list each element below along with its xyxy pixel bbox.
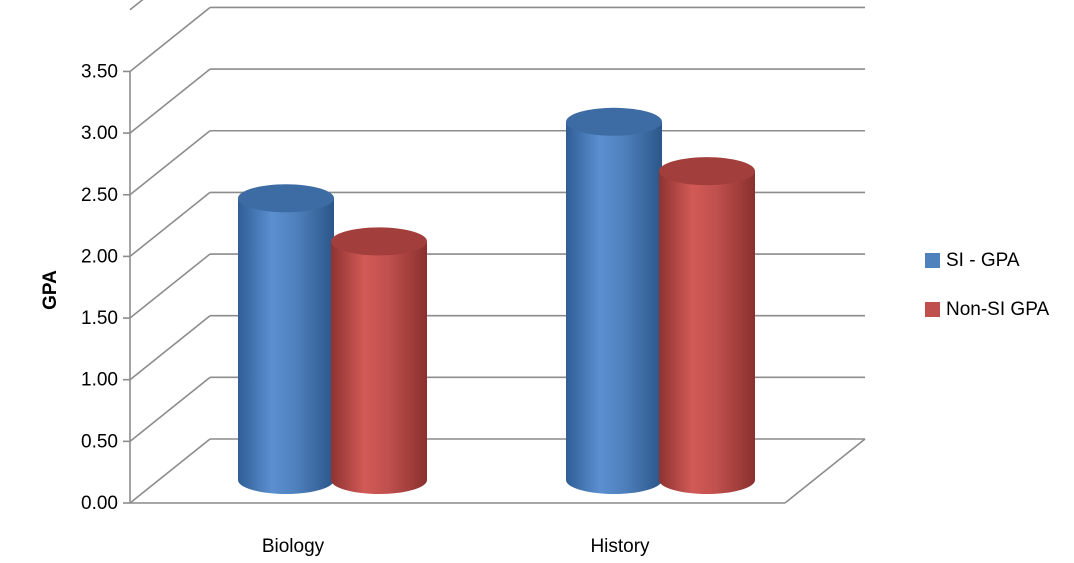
y-tick-labels: 0.00 0.50 1.00 1.50 2.00 2.50 3.00 3.50 xyxy=(81,61,118,514)
x-category-label: Biology xyxy=(262,536,325,557)
bar-non-si-gpa-biology xyxy=(331,227,427,494)
legend-swatch xyxy=(925,302,940,317)
gridline xyxy=(129,0,144,11)
x-category-labels: Biology History xyxy=(262,536,650,557)
legend-label: SI - GPA xyxy=(946,250,1020,271)
bar-si-gpa-biology xyxy=(238,184,334,494)
legend-item: SI - GPA xyxy=(925,250,1020,271)
y-tick-label: 3.50 xyxy=(81,61,118,82)
legend-label: Non-SI GPA xyxy=(946,299,1049,320)
y-tick-label: 2.00 xyxy=(81,246,118,267)
axes xyxy=(123,70,866,504)
bar-non-si-gpa-history xyxy=(659,157,755,494)
gridline xyxy=(129,6,865,73)
bar-si-gpa-history xyxy=(566,107,662,495)
floor-edge xyxy=(784,438,866,504)
y-tick-label: 3.00 xyxy=(81,123,118,144)
bars xyxy=(238,107,755,495)
y-axis-label: GPA xyxy=(40,270,61,310)
y-tick-label: 2.50 xyxy=(81,185,118,206)
gridline xyxy=(129,68,865,134)
legend: SI - GPA Non-SI GPA xyxy=(925,250,1049,320)
legend-item: Non-SI GPA xyxy=(925,299,1049,320)
y-tick-label: 1.00 xyxy=(81,370,118,391)
y-tick-label: 0.00 xyxy=(81,493,118,514)
gridline xyxy=(129,129,865,196)
y-tick-label: 1.50 xyxy=(81,308,118,329)
legend-swatch xyxy=(925,253,940,268)
x-category-label: History xyxy=(590,536,650,557)
y-tick-label: 0.50 xyxy=(81,431,118,452)
